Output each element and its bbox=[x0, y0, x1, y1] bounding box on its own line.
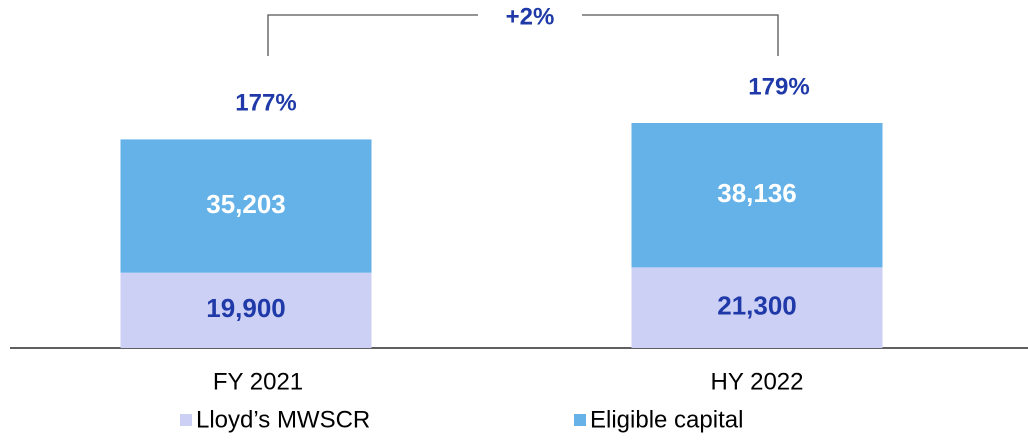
value-label: 21,300 bbox=[717, 291, 797, 321]
ratio-label: 177% bbox=[235, 90, 296, 117]
bar-segment bbox=[120, 272, 372, 348]
legend-swatch bbox=[180, 414, 192, 426]
bracket-right bbox=[582, 14, 779, 56]
legend-swatch bbox=[574, 414, 586, 426]
bar-segment bbox=[120, 139, 372, 273]
change-label: +2% bbox=[506, 3, 555, 30]
value-label: 38,136 bbox=[717, 178, 797, 208]
bar-segment bbox=[631, 267, 883, 348]
x-tick-label: FY 2021 bbox=[213, 368, 303, 395]
change-bracket bbox=[267, 14, 779, 56]
legend-label: Eligible capital bbox=[590, 406, 743, 433]
value-label: 35,203 bbox=[206, 189, 286, 219]
value-label: 19,900 bbox=[206, 293, 286, 323]
bracket-left bbox=[267, 14, 478, 56]
x-tick-label: HY 2022 bbox=[711, 368, 804, 395]
ratio-label: 179% bbox=[748, 73, 809, 100]
legend-label: Lloyd’s MWSCR bbox=[196, 406, 370, 433]
bar-segment bbox=[631, 123, 883, 268]
